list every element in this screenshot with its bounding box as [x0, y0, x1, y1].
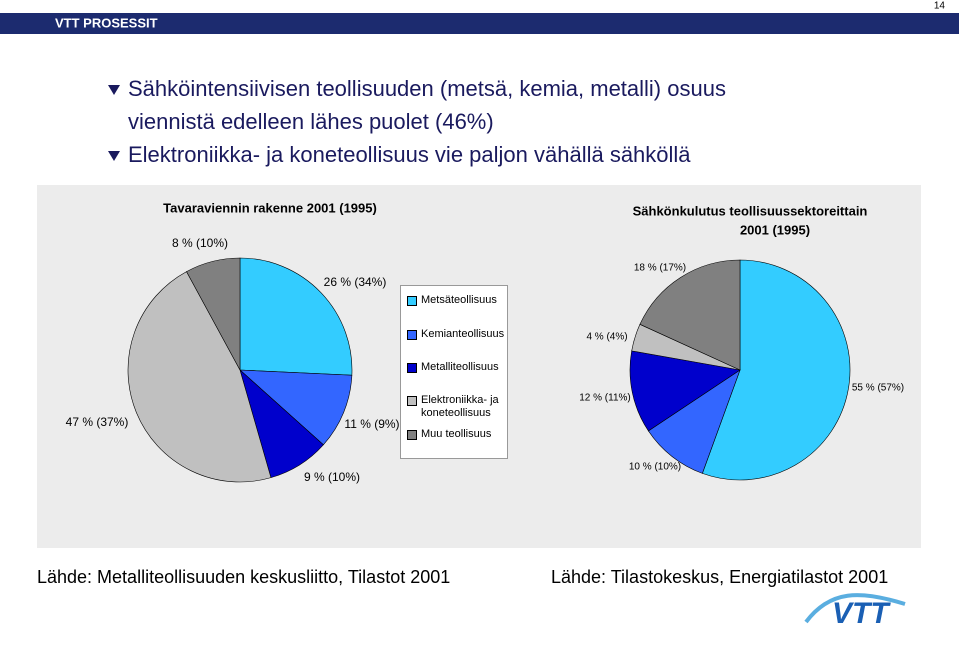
pie-slice	[701, 259, 851, 481]
legend-label: Muu teollisuus	[421, 428, 492, 440]
pie-slice	[629, 350, 741, 432]
legend-swatch	[407, 396, 417, 406]
header-bar	[0, 13, 959, 34]
bullet: Elektroniikka- ja koneteollisuus vie pal…	[108, 138, 808, 171]
legend-swatch	[407, 330, 417, 340]
legend-item: Metsäteollisuus	[407, 294, 505, 307]
data-label: 8 % (10%)	[172, 236, 228, 250]
legend-label: Metsäteollisuus	[421, 294, 497, 306]
bullet: Sähköintensiivisen teollisuuden (metsä, …	[108, 72, 808, 138]
legend: Metsäteollisuus Kemianteollisuus Metallite…	[400, 285, 508, 459]
data-label: 10 % (10%)	[629, 462, 681, 473]
legend-item: Muu teollisuus	[407, 428, 505, 441]
chart-title: Sähkönkulutus teollisuussektoreittain	[633, 203, 868, 218]
data-label: 55 % (57%)	[852, 383, 904, 394]
legend-swatch	[407, 430, 417, 440]
svg-text:VTT: VTT	[832, 597, 891, 630]
source: Lähde: Tilastokeskus, Energiatilastot 20…	[551, 567, 889, 587]
vtt-logo: VTT	[804, 593, 906, 630]
data-label: 47 % (37%)	[66, 415, 129, 429]
page-number: 14	[934, 1, 946, 12]
legend-label: Elektroniikka- ja koneteollisuus	[421, 394, 499, 419]
chart-title: Tavaraviennin rakenne 2001 (1995)	[163, 200, 377, 215]
source: Lähde: Metalliteollisuuden keskusliitto,…	[37, 567, 451, 587]
legend-item: Kemianteollisuus	[407, 328, 505, 341]
legend-label: Kemianteollisuus	[421, 328, 505, 340]
data-label: 11 % (9%)	[344, 417, 399, 431]
legend-swatch	[407, 296, 417, 306]
data-label: 18 % (17%)	[634, 263, 686, 274]
data-label: 4 % (4%)	[586, 332, 627, 343]
data-label: 9 % (10%)	[304, 470, 360, 484]
data-label: 12 % (11%)	[579, 393, 631, 404]
bullet-list: Sähköintensiivisen teollisuuden (metsä, …	[108, 72, 828, 171]
pie-slice	[186, 257, 241, 371]
chart-subtitle: 2001 (1995)	[740, 222, 810, 237]
pie-slice	[239, 369, 353, 446]
pie-slice	[639, 259, 741, 371]
legend-label: Metalliteollisuus	[421, 361, 499, 373]
legend-item: Elektroniikka- ja koneteollisuus	[407, 394, 505, 420]
pie-slice	[239, 257, 353, 376]
legend-swatch	[407, 363, 417, 373]
data-label: 26 % (34%)	[324, 275, 387, 289]
header-title: VTT PROSESSIT	[55, 15, 158, 30]
pie-slice	[127, 271, 272, 483]
legend-item: Metalliteollisuus	[407, 361, 505, 374]
